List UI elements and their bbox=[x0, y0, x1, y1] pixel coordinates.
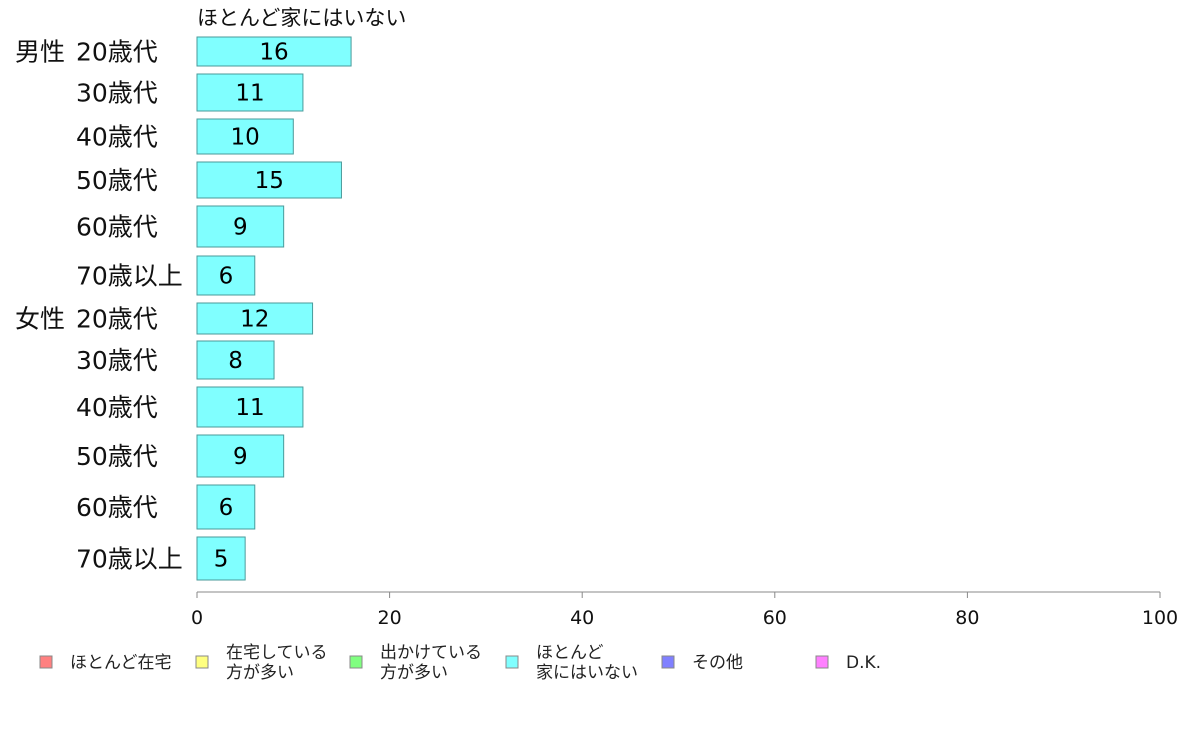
legend-swatch-icon bbox=[349, 655, 363, 669]
group-label: 女性 bbox=[15, 305, 65, 334]
bar bbox=[196, 255, 256, 296]
category-label: 40歳代 bbox=[76, 393, 158, 422]
legend-label: ほとんど bbox=[536, 643, 604, 663]
legend-label: 家にはいない bbox=[536, 663, 638, 683]
data-label: 9 bbox=[233, 444, 248, 470]
series-title: ほとんど家にはいない bbox=[197, 6, 406, 30]
data-label: 15 bbox=[255, 168, 284, 194]
bar bbox=[196, 302, 314, 335]
data-label: 9 bbox=[233, 215, 248, 241]
category-labels: 20歳代 30歳代 40歳代 50歳代 60歳代 70歳以上 20歳代 30歳代 40歳代 50歳… bbox=[15, 38, 183, 574]
x-tick-label: 0 bbox=[191, 607, 203, 629]
bar bbox=[196, 161, 342, 199]
bar bbox=[196, 73, 304, 112]
bar bbox=[196, 340, 275, 380]
legend-swatch-icon bbox=[661, 655, 675, 669]
category-label: 20歳代 bbox=[76, 38, 158, 67]
legend-swatch-icon bbox=[39, 655, 53, 669]
x-tick-label: 60 bbox=[763, 607, 787, 629]
bar bbox=[196, 536, 246, 581]
legend-swatch-icon bbox=[195, 655, 209, 669]
data-label: 11 bbox=[235, 395, 264, 421]
category-label: 50歳代 bbox=[76, 166, 158, 195]
legend-label: 方が多い bbox=[380, 663, 448, 683]
data-label: 11 bbox=[235, 81, 264, 107]
legend-swatch-icon bbox=[815, 655, 829, 669]
x-axis: 0 20 40 60 80 100 bbox=[191, 591, 1178, 629]
category-label: 60歳代 bbox=[76, 493, 158, 522]
category-label: 30歳代 bbox=[76, 346, 158, 375]
legend-label: その他 bbox=[692, 653, 743, 673]
category-label: 30歳代 bbox=[76, 79, 158, 108]
legend-label: 在宅している bbox=[226, 643, 328, 663]
x-tick-label: 20 bbox=[378, 607, 402, 629]
legend-label: ほとんど在宅 bbox=[70, 653, 172, 673]
x-tick-label: 40 bbox=[570, 607, 594, 629]
data-label: 5 bbox=[214, 547, 229, 573]
data-label: 10 bbox=[231, 125, 260, 151]
legend-label: 出かけている bbox=[380, 643, 482, 663]
bar bbox=[196, 205, 285, 248]
legend-label: D.K. bbox=[846, 653, 881, 673]
data-label: 6 bbox=[219, 264, 234, 290]
group-label: 男性 bbox=[15, 38, 65, 67]
bar bbox=[196, 484, 256, 530]
data-label: 6 bbox=[219, 495, 234, 521]
category-label: 70歳以上 bbox=[76, 262, 183, 291]
legend-label: 方が多い bbox=[226, 663, 294, 683]
bar bbox=[196, 434, 285, 478]
bar bbox=[196, 118, 294, 155]
category-label: 70歳以上 bbox=[76, 545, 183, 574]
data-label: 8 bbox=[228, 348, 243, 374]
category-label: 50歳代 bbox=[76, 442, 158, 471]
data-label: 16 bbox=[259, 40, 288, 66]
category-label: 40歳代 bbox=[76, 123, 158, 152]
data-label: 12 bbox=[240, 307, 269, 333]
legend-swatch-icon bbox=[505, 655, 519, 669]
x-tick-label: 80 bbox=[955, 607, 979, 629]
x-tick-label: 100 bbox=[1142, 607, 1178, 629]
category-label: 60歳代 bbox=[76, 213, 158, 242]
bar bbox=[196, 386, 304, 428]
bar bbox=[196, 36, 352, 67]
category-label: 20歳代 bbox=[76, 305, 158, 334]
